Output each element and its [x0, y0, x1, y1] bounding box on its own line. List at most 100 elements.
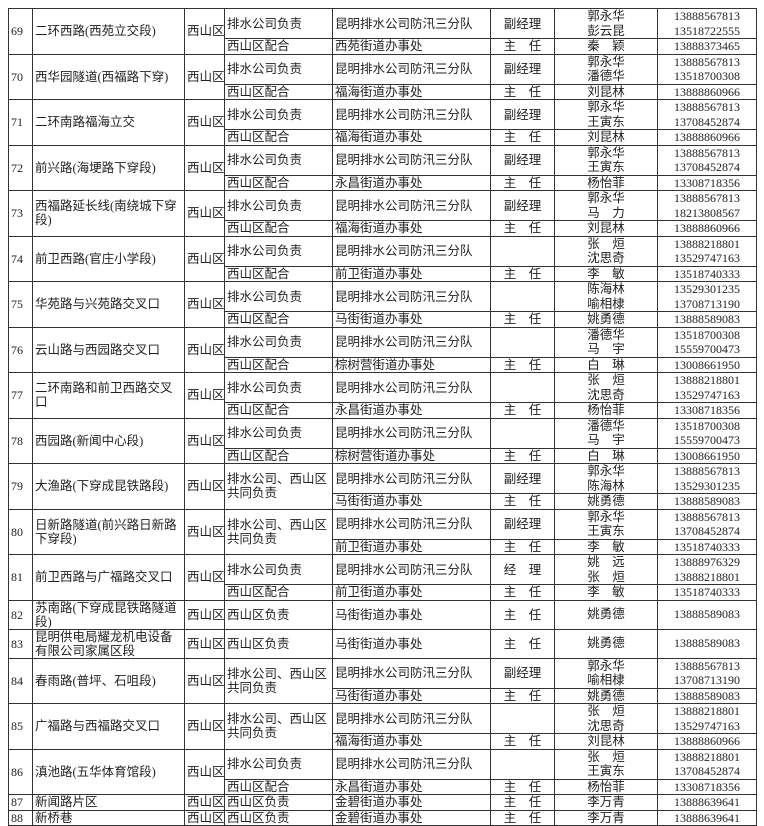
phone-cell: 13888976329 13888218801	[657, 554, 757, 585]
phone-cell: 13888567813 18213808567	[657, 190, 757, 221]
position-cell: 副经理	[490, 99, 555, 130]
phone-number: 15559700473	[674, 342, 740, 356]
phone-number: 13529747163	[674, 251, 740, 265]
table-row: 69 二环西路(西苑立交段) 西山区 排水公司负责 昆明排水公司防汛三分队 副经理 郭永华彭…	[8, 8, 757, 55]
responsibility-cell: 排水公司负责	[224, 99, 333, 130]
phone-number: 13888860966	[674, 84, 740, 99]
contact-name: 白 琳	[587, 448, 625, 463]
position-cell: 主 任	[490, 493, 555, 510]
phone-cell: 13888639641	[657, 794, 757, 811]
unit-cell: 昆明排水公司防汛三分队	[332, 417, 491, 449]
district-cell: 西山区	[184, 53, 225, 100]
name-cell: 刘昆林	[554, 83, 658, 100]
phone-number: 13888567813	[674, 509, 740, 524]
name-cell: 潘德华马 宇	[554, 417, 658, 449]
district-cell: 西山区	[184, 463, 225, 510]
unit-cell: 福海街道办事处	[332, 129, 491, 146]
phone-cell: 13888567813 13518722555	[657, 8, 757, 39]
name-cell: 陈海林 喻相棣	[554, 281, 658, 312]
position-cell: 副经理	[490, 53, 555, 85]
position-cell: 经 理	[490, 554, 555, 585]
contact-name: 秦 颖	[587, 39, 625, 53]
phone-number: 13888639641	[674, 795, 740, 809]
table-row: 73 西福路延长线(南绕城下穿段) 西山区 排水公司负责 昆明排水公司防汛三分队 副经理郭…	[8, 190, 757, 237]
contact-name: 郭永华	[587, 100, 625, 115]
name-cell: 张 烜沈思奇	[554, 372, 658, 403]
name-cell: 郭永华 王寅东	[554, 508, 658, 540]
contact-name: 潘德华	[587, 327, 625, 342]
position-cell: 副经理	[490, 463, 555, 494]
location-cell: 二环西路(西苑立交段)	[32, 8, 185, 55]
district-cell: 西山区	[184, 235, 225, 282]
location-cell: 西福路延长线(南绕城下穿段)	[32, 190, 185, 237]
table-row: 72 前兴路(海埂路下穿段) 西山区 排水公司负责 昆明排水公司防汛三分队 副经理 郭永华王…	[8, 144, 757, 191]
phone-cell: 13888218801 13529747163	[657, 372, 757, 403]
phone-number: 15559700473	[674, 433, 740, 447]
contact-name: 陈海林	[587, 282, 625, 297]
contact-name: 陈海林	[587, 478, 625, 493]
phone-number: 13888589083	[674, 494, 740, 508]
location-cell: 昆明供电局耀龙机电设备有限公司家属区段	[32, 628, 185, 659]
responsibility-cell: 西山区配合	[224, 83, 333, 100]
phone-cell: 13008661950	[657, 447, 757, 464]
name-cell: 杨怡菲	[554, 174, 658, 191]
phone-number: 13518700308	[674, 69, 740, 83]
unit-cell: 昆明排水公司防汛三分队	[332, 144, 491, 176]
position-cell: 主 任	[490, 447, 555, 464]
phone-number: 13708452874	[674, 764, 740, 778]
phone-cell: 13308718356	[657, 402, 757, 419]
contact-name: 王寅东	[587, 764, 625, 778]
location-cell: 春雨路(普坪、石咀段)	[32, 657, 185, 704]
responsibility-cell: 西山区负责	[224, 809, 333, 826]
responsibility-cell: 排水公司、西山区共同负责	[224, 657, 333, 704]
contact-name: 刘昆林	[587, 84, 625, 99]
phone-number: 13888860966	[674, 221, 740, 235]
responsibility-cell: 排水公司负责	[224, 8, 333, 39]
phone-number: 13888589083	[674, 607, 740, 622]
name-cell: 李万青	[554, 794, 658, 811]
unit-cell: 永昌街道办事处	[332, 174, 491, 191]
district-cell: 西山区	[184, 628, 225, 659]
position-cell: 主 任	[490, 311, 555, 328]
phone-cell: 13888589083	[657, 493, 757, 510]
name-cell: 白 琳	[554, 356, 658, 373]
responsibility-cell: 西山区配合	[224, 220, 333, 237]
position-cell: 主 任	[490, 38, 555, 55]
phone-number: 13518722555	[674, 23, 740, 38]
contact-name: 刘昆林	[587, 221, 625, 235]
phone-cell: 13888589083	[657, 311, 757, 328]
district-cell: 西山区	[184, 748, 225, 795]
phone-cell: 13888567813 13529301235	[657, 463, 757, 494]
phone-number: 13708452874	[674, 524, 740, 538]
contact-name: 郭永华	[587, 509, 625, 524]
contact-name: 刘昆林	[587, 130, 625, 144]
contact-name: 郭永华	[587, 658, 625, 673]
location-cell: 新桥巷	[32, 809, 185, 826]
district-cell: 西山区	[184, 281, 225, 328]
phone-cell: 13308718356	[657, 174, 757, 191]
entry-number: 86	[8, 748, 33, 795]
unit-cell: 福海街道办事处	[332, 220, 491, 237]
position-cell: 副经理	[490, 8, 555, 39]
name-cell: 张 烜沈思奇	[554, 235, 658, 267]
unit-cell: 永昌街道办事处	[332, 402, 491, 419]
location-cell: 前卫西路(官庄小学段)	[32, 235, 185, 282]
location-cell: 前卫西路与广福路交叉口	[32, 554, 185, 601]
phone-number: 13518740333	[674, 539, 740, 554]
phone-number: 13888567813	[674, 9, 740, 24]
location-cell: 苏南路(下穿成昆铁路隧道段)	[32, 599, 185, 630]
position-cell	[490, 235, 555, 267]
entry-number: 69	[8, 8, 33, 55]
phone-cell: 13888860966	[657, 129, 757, 146]
responsibility-cell: 西山区配合	[224, 311, 333, 328]
phone-cell: 13888639641	[657, 809, 757, 826]
contact-name: 王寅东	[587, 160, 625, 174]
phone-cell: 13888218801 13529747163	[657, 235, 757, 267]
position-cell: 主 任	[490, 778, 555, 795]
unit-cell: 昆明排水公司防汛三分队	[332, 508, 491, 540]
table-row: 82 苏南路(下穿成昆铁路隧道段) 西山区 西山区负责 马街街道办事处主 任 姚勇德 138…	[8, 599, 757, 630]
contact-name: 姚 远	[587, 555, 625, 570]
entry-number: 87	[8, 794, 33, 811]
unit-cell: 昆明排水公司防汛三分队	[332, 99, 491, 130]
responsibility-cell: 西山区配合	[224, 356, 333, 373]
